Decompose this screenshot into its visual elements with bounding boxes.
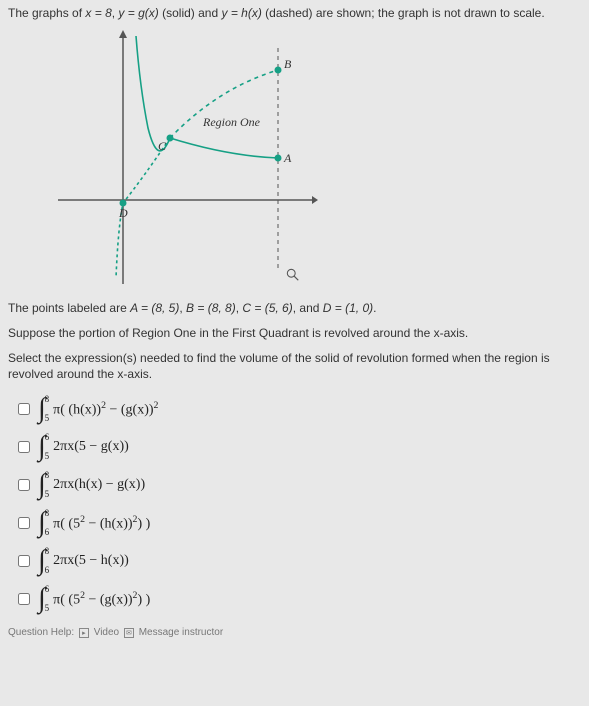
prompt-suffix: (dashed) are shown; the graph is not dra… xyxy=(265,6,545,20)
point-D-text: D = (1, 0) xyxy=(323,301,373,315)
prompt-eq2-label: (solid) and xyxy=(162,6,221,20)
video-label[interactable]: Video xyxy=(94,627,119,638)
option-expression-4: ∫862πx(5 − h(x)) xyxy=(38,547,129,575)
option-row-0: ∫85π( (h(x))2 − (g(x))2 xyxy=(18,395,581,423)
option-expression-3: ∫86π( (52 − (h(x))2) ) xyxy=(38,509,150,537)
message-icon[interactable]: ✉ xyxy=(124,628,134,638)
graph-container: Region One A B C D xyxy=(48,28,318,288)
svg-text:B: B xyxy=(284,57,292,71)
select-text: Select the expression(s) needed to find … xyxy=(8,350,581,384)
prompt-eq2: y = g(x) xyxy=(118,6,158,20)
option-checkbox-2[interactable] xyxy=(18,479,30,491)
option-row-2: ∫852πx(h(x) − g(x)) xyxy=(18,471,581,499)
point-A-text: A = (8, 5) xyxy=(130,301,179,315)
svg-text:A: A xyxy=(283,151,292,165)
prompt-eq3: y = h(x) xyxy=(221,6,261,20)
prompt-eq1: x = 8 xyxy=(85,6,111,20)
video-icon[interactable]: ▸ xyxy=(79,628,89,638)
help-label: Question Help: xyxy=(8,627,74,638)
option-row-1: ∫652πx(5 − g(x)) xyxy=(18,433,581,461)
graph-svg: Region One A B C D xyxy=(48,28,318,288)
option-row-3: ∫86π( (52 − (h(x))2) ) xyxy=(18,509,581,537)
option-checkbox-0[interactable] xyxy=(18,403,30,415)
option-expression-2: ∫852πx(h(x) − g(x)) xyxy=(38,471,145,499)
option-checkbox-4[interactable] xyxy=(18,555,30,567)
svg-text:C: C xyxy=(158,139,167,153)
point-B-text: B = (8, 8) xyxy=(186,301,236,315)
svg-text:Region One: Region One xyxy=(202,115,261,129)
suppose-text: Suppose the portion of Region One in the… xyxy=(8,325,581,342)
message-instructor-label[interactable]: Message instructor xyxy=(139,627,223,638)
options-list: ∫85π( (h(x))2 − (g(x))2 ∫652πx(5 − g(x)) ∫… xyxy=(18,395,581,613)
points-labeled: The points labeled are A = (8, 5), B = (… xyxy=(8,300,581,317)
magnify-icon[interactable] xyxy=(286,268,300,282)
option-checkbox-1[interactable] xyxy=(18,441,30,453)
option-checkbox-3[interactable] xyxy=(18,517,30,529)
option-row-5: ∫65π( (52 − (g(x))2) ) xyxy=(18,585,581,613)
option-expression-0: ∫85π( (h(x))2 − (g(x))2 xyxy=(38,395,158,423)
option-row-4: ∫862πx(5 − h(x)) xyxy=(18,547,581,575)
option-expression-1: ∫652πx(5 − g(x)) xyxy=(38,433,129,461)
svg-text:D: D xyxy=(118,206,128,220)
option-expression-5: ∫65π( (52 − (g(x))2) ) xyxy=(38,585,150,613)
option-checkbox-5[interactable] xyxy=(18,593,30,605)
prompt-line: The graphs of x = 8, y = g(x) (solid) an… xyxy=(8,6,581,20)
point-C-text: C = (5, 6) xyxy=(242,301,292,315)
question-help-footer: Question Help: ▸ Video ✉ Message instruc… xyxy=(8,627,581,638)
prompt-prefix: The graphs of xyxy=(8,6,85,20)
